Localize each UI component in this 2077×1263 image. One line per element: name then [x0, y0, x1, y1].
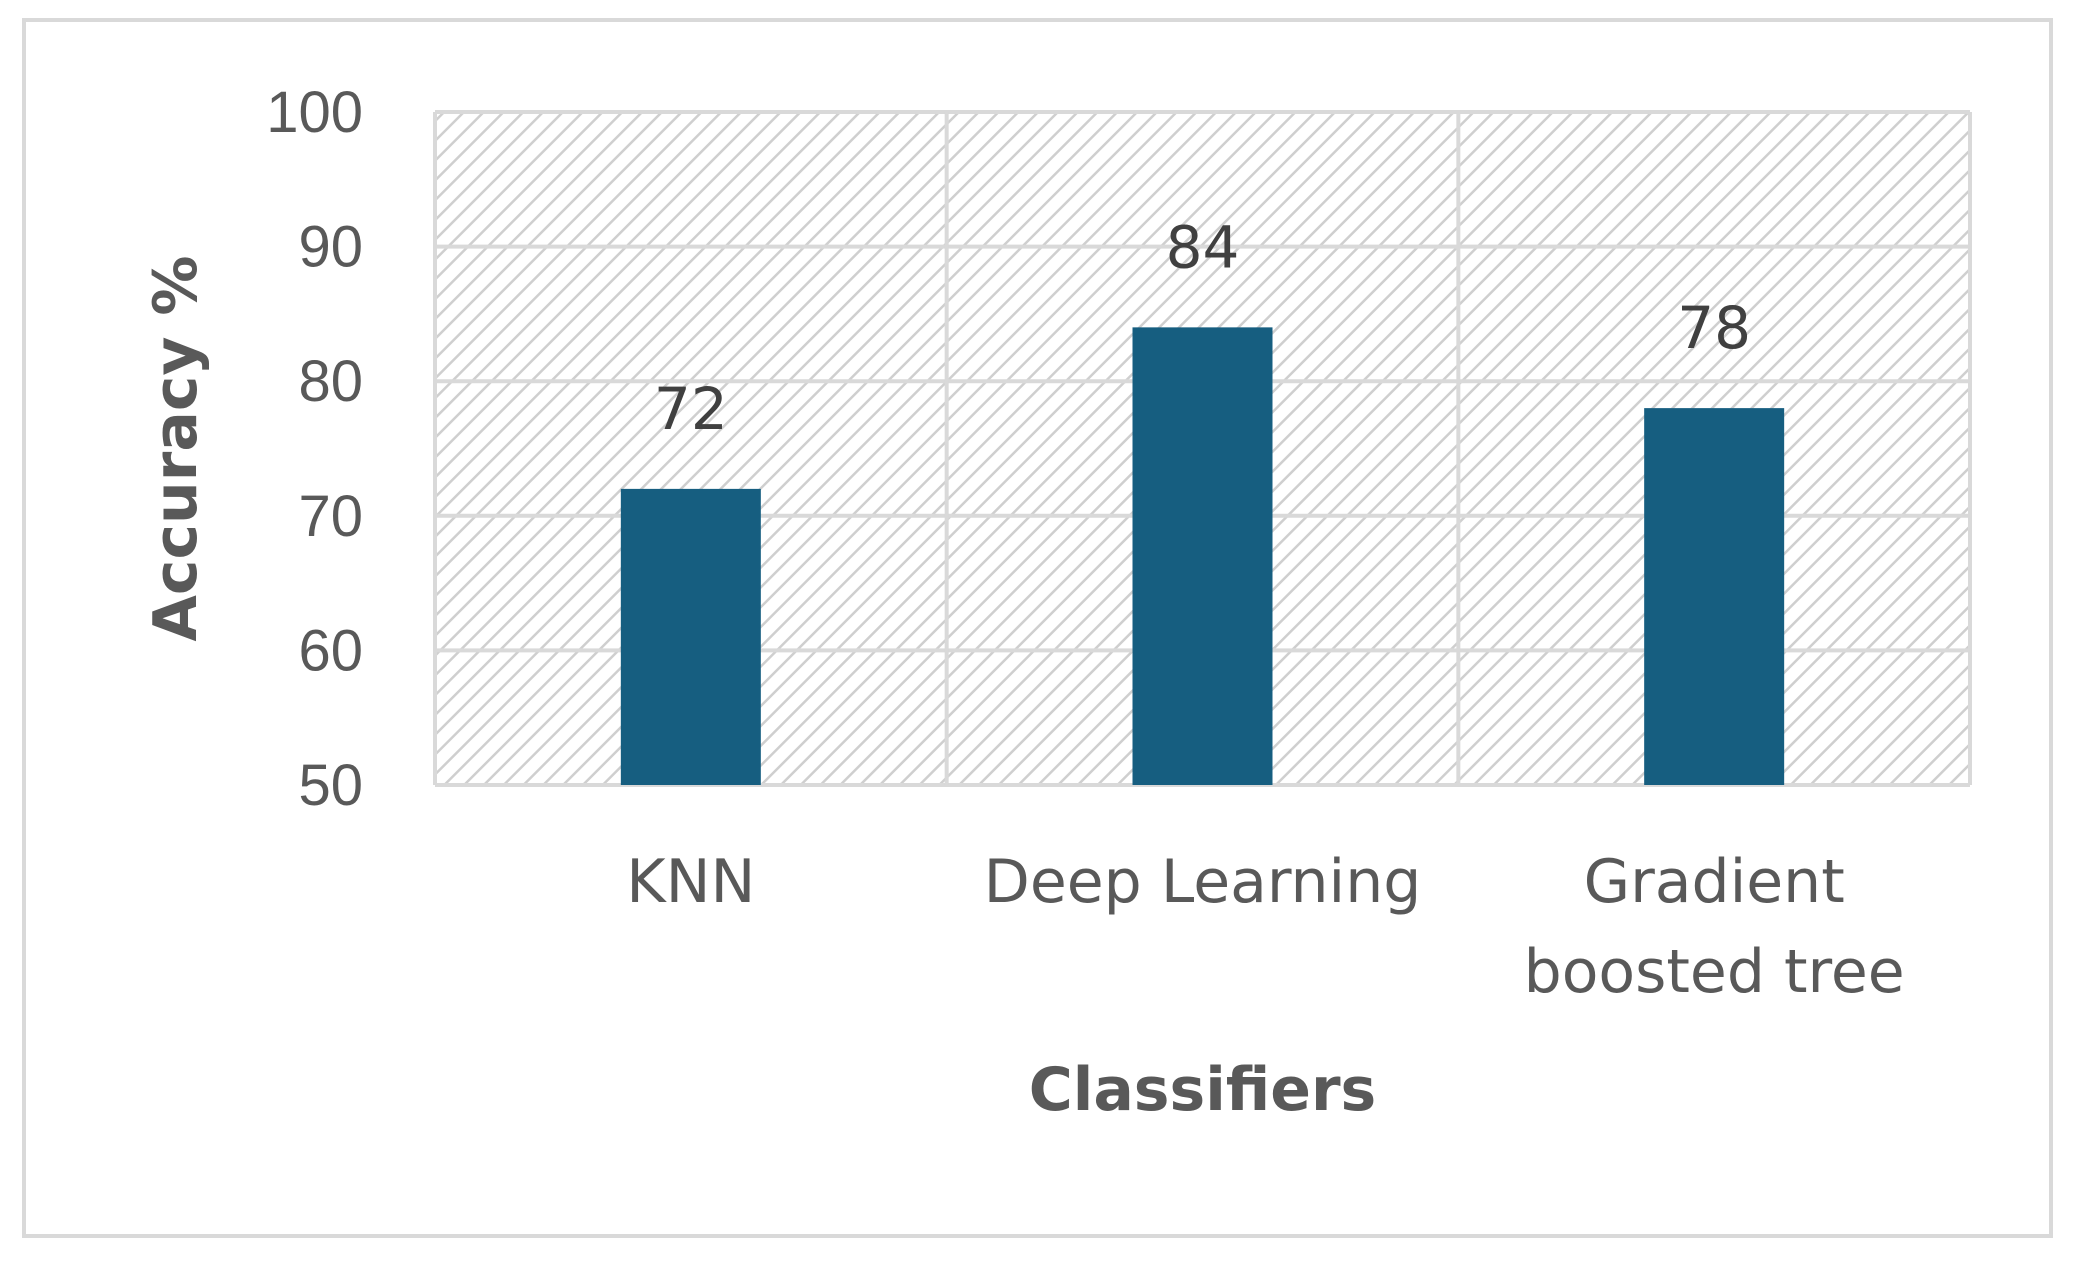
data-label-2: 78	[1677, 294, 1751, 362]
y-tick-label-70: 70	[298, 484, 363, 549]
x-tick-label-2-line-1: boosted tree	[1524, 937, 1905, 1007]
y-tick-label-50: 50	[298, 753, 363, 818]
bar-1	[1132, 327, 1273, 785]
x-tick-label-0: KNN	[626, 847, 755, 917]
x-axis-title: Classifiers	[1029, 1055, 1377, 1125]
y-tick-label-90: 90	[298, 215, 363, 280]
y-axis-title: Accuracy %	[141, 255, 211, 641]
y-tick-label-80: 80	[298, 349, 363, 414]
x-tick-label-1: Deep Learning	[984, 847, 1422, 917]
bar-0	[620, 488, 761, 785]
bar-2	[1644, 408, 1785, 785]
y-tick-label-100: 100	[266, 80, 363, 145]
data-label-0: 72	[654, 375, 728, 443]
x-tick-label-2-line-0: Gradient	[1584, 847, 1845, 917]
y-tick-label-60: 60	[298, 618, 363, 683]
data-label-1: 84	[1166, 213, 1240, 281]
chart-marks: 50 60 70 80 90 100 72 KNN 84 Deep Learning 78 Gradi…	[266, 80, 1904, 1007]
